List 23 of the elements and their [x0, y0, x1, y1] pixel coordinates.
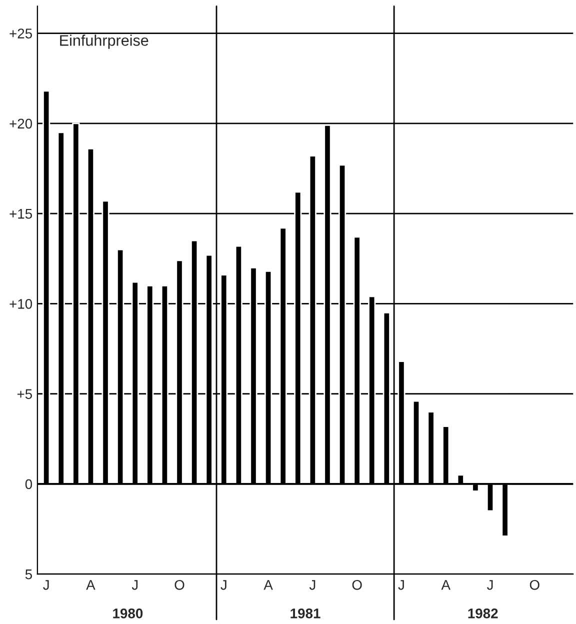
x-tick-label: J: [43, 580, 49, 590]
x-tick-label: J: [309, 580, 316, 590]
text: 1982: [468, 608, 498, 618]
y-tick-label: +15: [10, 209, 32, 219]
y-tick-label: +25: [10, 28, 32, 38]
text: 1980: [113, 608, 143, 618]
x-tick-label: J: [220, 580, 226, 590]
x-tick-label: J: [398, 580, 404, 590]
x-tick-label: J: [132, 580, 138, 590]
y-tick-label: +10: [10, 299, 32, 309]
text: Einfuhrpreise: [60, 34, 148, 49]
y-tick-label: +5: [17, 389, 32, 399]
x-tick-label: O: [174, 580, 184, 590]
y-tick-label: +20: [10, 118, 32, 129]
x-tick-label: A: [264, 580, 273, 590]
text: 1981: [290, 608, 320, 618]
x-tick-label: A: [86, 580, 96, 590]
x-tick-label: O: [352, 580, 362, 590]
y-tick-label: 0: [25, 479, 32, 490]
y-tick-label: 5: [25, 570, 32, 580]
x-tick-label: A: [441, 580, 450, 590]
x-tick-label: J: [486, 580, 493, 590]
x-tick-label: O: [530, 580, 540, 590]
